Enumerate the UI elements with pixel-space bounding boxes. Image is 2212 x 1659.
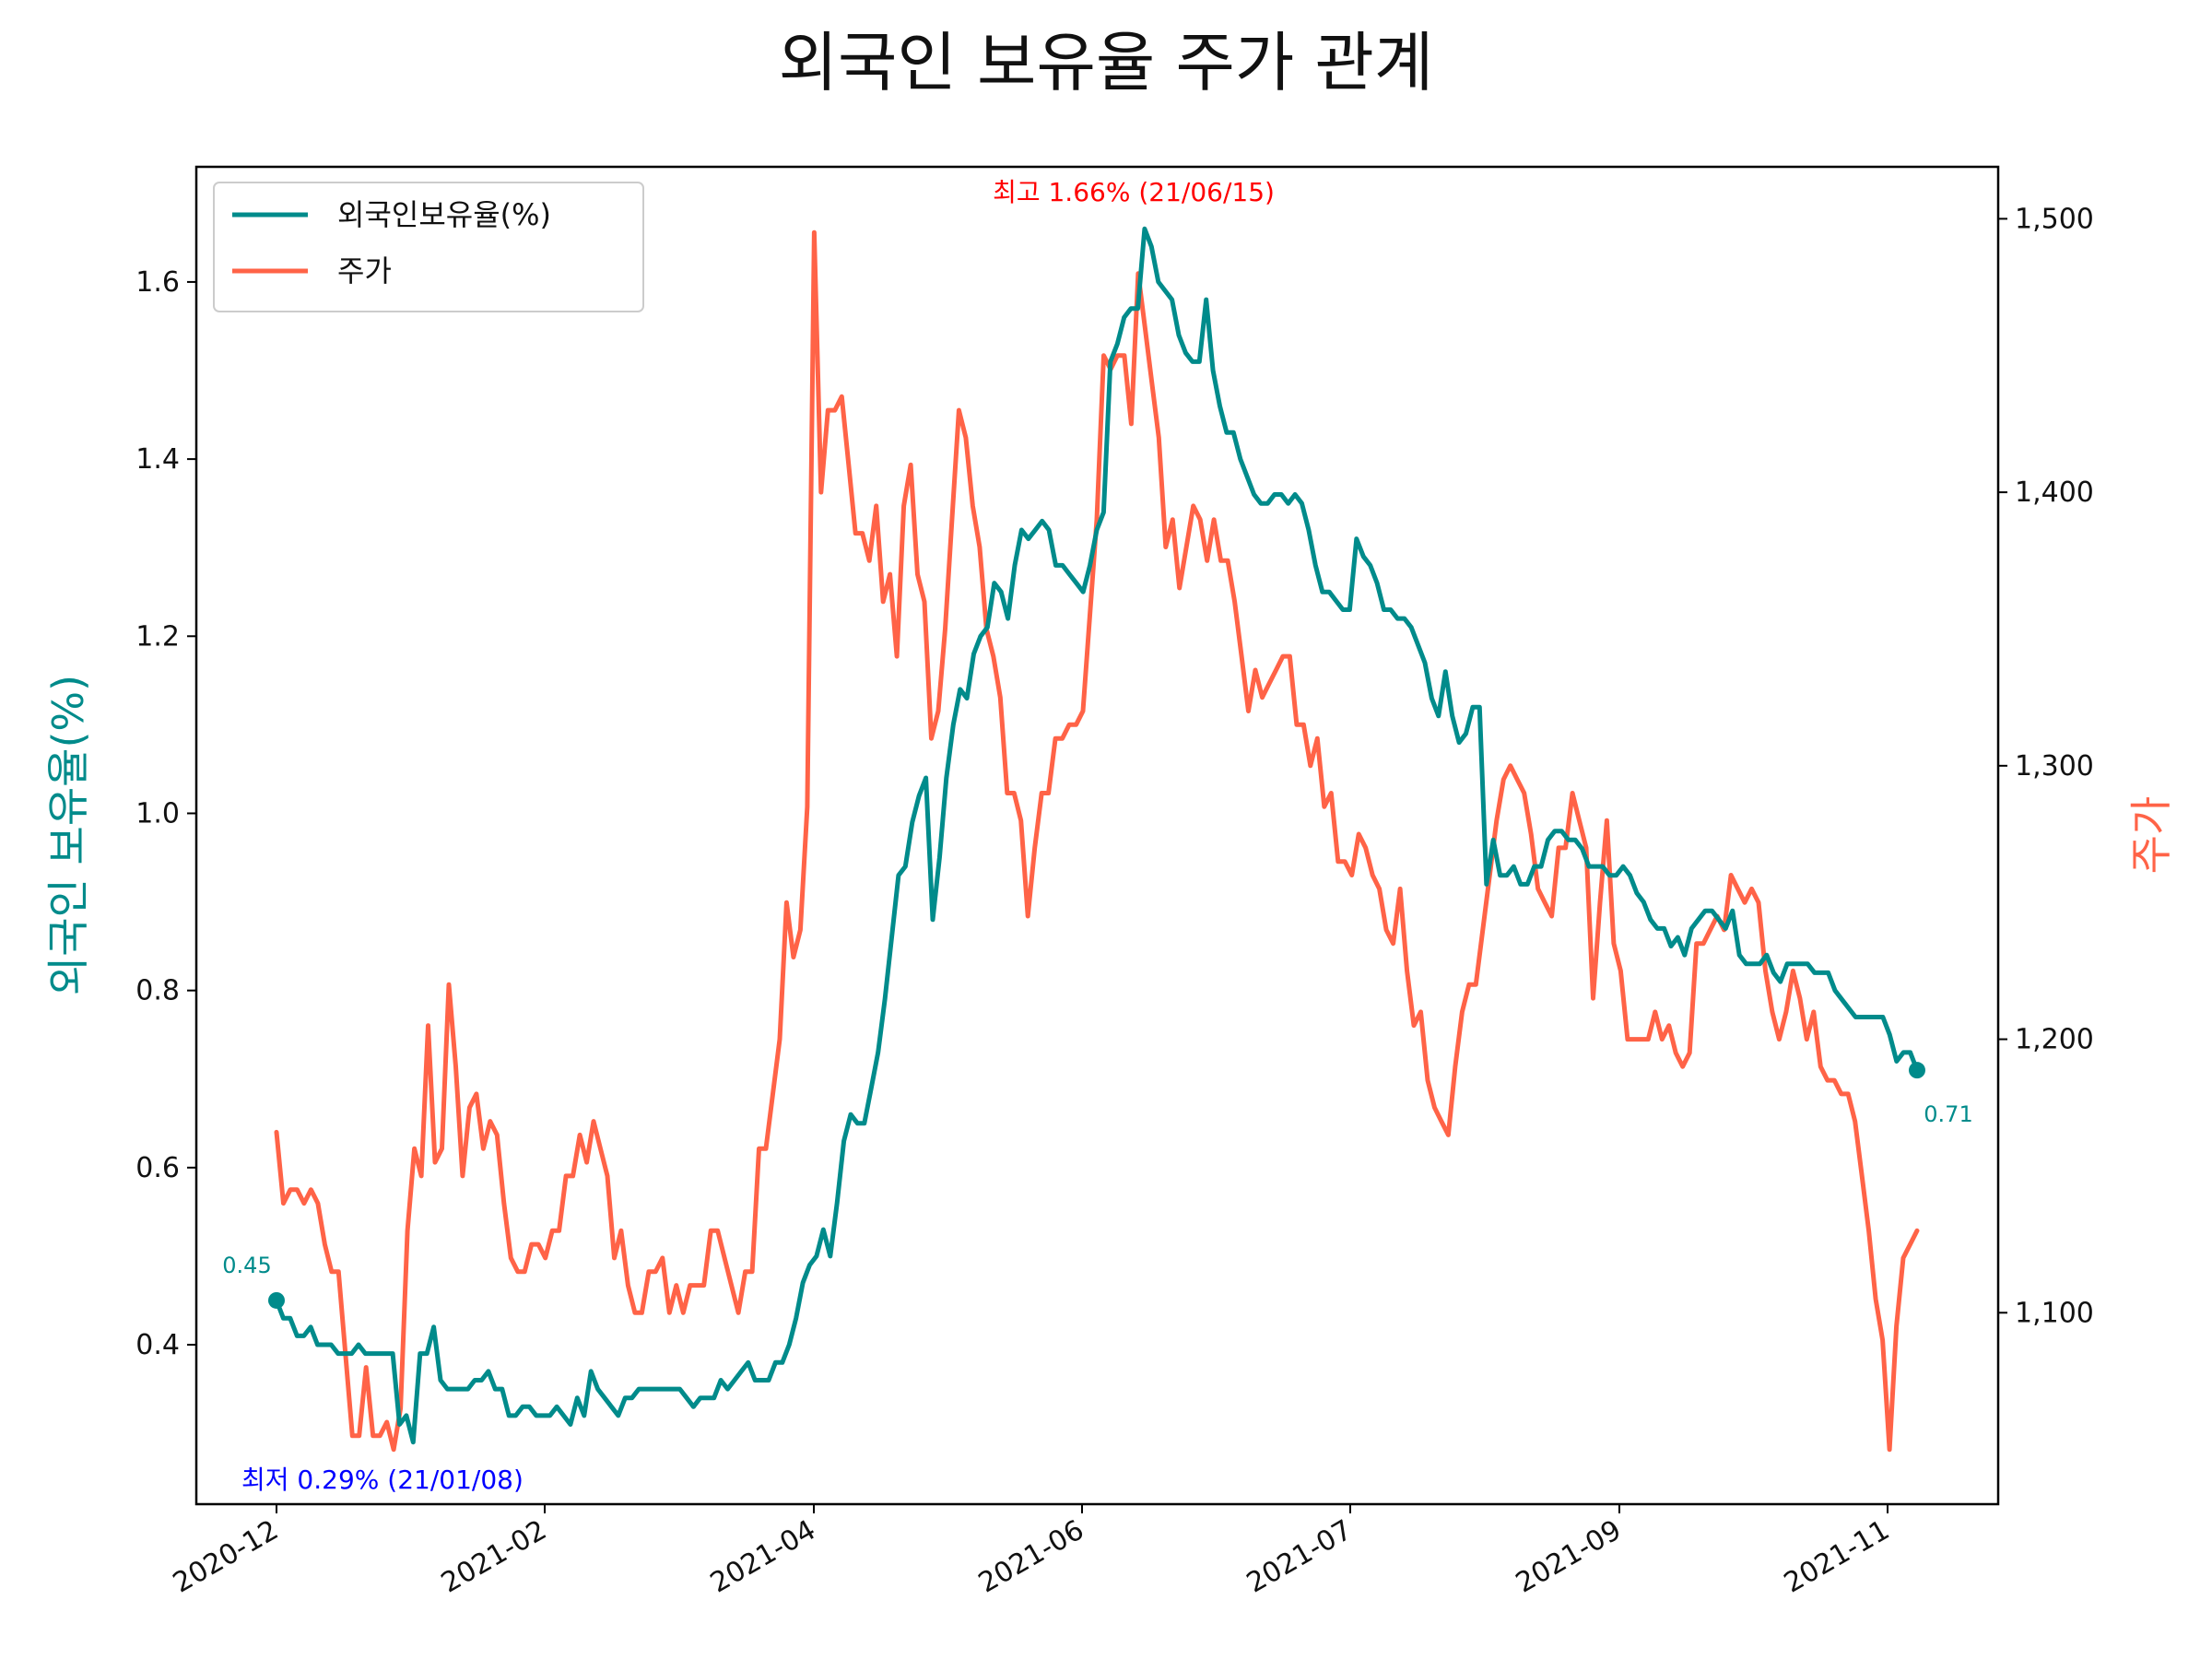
max-annotation: 최고 1.66% (21/06/15) bbox=[993, 177, 1275, 207]
chart-title: 외국인 보유율 주가 관계 bbox=[779, 25, 1434, 100]
x-tick-label: 2020-12 bbox=[168, 1514, 284, 1600]
x-tick-label: 2021-02 bbox=[436, 1514, 552, 1600]
end-point-marker bbox=[1909, 1062, 1925, 1079]
y-left-tick-label: 1.6 bbox=[135, 266, 180, 299]
y-left-tick-label: 0.8 bbox=[135, 975, 180, 1007]
legend-box bbox=[213, 182, 644, 312]
y-axis-right: 1,100 1,200 1,300 1,400 1,500 bbox=[1998, 203, 2094, 1329]
legend-label-price: 주가 bbox=[337, 253, 392, 288]
x-tick-label: 2021-06 bbox=[973, 1514, 1089, 1600]
x-tick-label: 2021-11 bbox=[1779, 1514, 1895, 1600]
x-tick-label: 2021-04 bbox=[705, 1514, 821, 1600]
legend-label-foreign-ratio: 외국인보유율(%) bbox=[337, 197, 551, 232]
y-left-tick-label: 0.6 bbox=[135, 1152, 180, 1184]
start-point-marker bbox=[268, 1291, 285, 1309]
x-tick-label: 2021-09 bbox=[1511, 1514, 1627, 1600]
series-price-line bbox=[274, 229, 1920, 1453]
y-right-tick-label: 1,400 bbox=[2015, 477, 2094, 509]
start-value-label: 0.45 bbox=[222, 1253, 271, 1278]
series-foreign-ratio-line bbox=[274, 226, 1920, 1445]
y-right-tick-label: 1,100 bbox=[2015, 1297, 2094, 1329]
y-left-tick-label: 1.2 bbox=[135, 620, 180, 653]
y-left-tick-label: 0.4 bbox=[135, 1329, 180, 1361]
x-axis: 2020-12 2021-02 2021-04 2021-06 2021-07 2021-… bbox=[168, 1504, 1895, 1600]
y-right-tick-label: 1,200 bbox=[2015, 1024, 2094, 1056]
y-axis-left: 0.4 0.6 0.8 1.0 1.2 1.4 1.6 bbox=[135, 266, 196, 1361]
y-left-tick-label: 1.4 bbox=[135, 443, 180, 476]
min-annotation: 최저 0.29% (21/01/08) bbox=[241, 1465, 524, 1495]
y-axis-left-label: 외국인 보유율(%) bbox=[43, 675, 93, 995]
y-right-tick-label: 1,500 bbox=[2015, 203, 2094, 235]
plot-area: 0.45 0.71 최고 1.66% (21/06/15) 최저 0.29% (21/… bbox=[194, 165, 2000, 1506]
annotation-layer: 0.45 0.71 최고 1.66% (21/06/15) 최저 0.29% (21/… bbox=[222, 177, 1972, 1495]
series-layer bbox=[274, 226, 1920, 1453]
y-left-tick-label: 1.0 bbox=[135, 797, 180, 830]
plot-frame bbox=[194, 165, 2000, 1506]
y-axis-right-label: 주가 bbox=[2126, 796, 2176, 875]
legend: 외국인보유율(%) 주가 bbox=[213, 182, 644, 312]
end-value-label: 0.71 bbox=[1924, 1101, 1972, 1127]
y-right-tick-label: 1,300 bbox=[2015, 750, 2094, 782]
x-tick-label: 2021-07 bbox=[1241, 1514, 1358, 1600]
